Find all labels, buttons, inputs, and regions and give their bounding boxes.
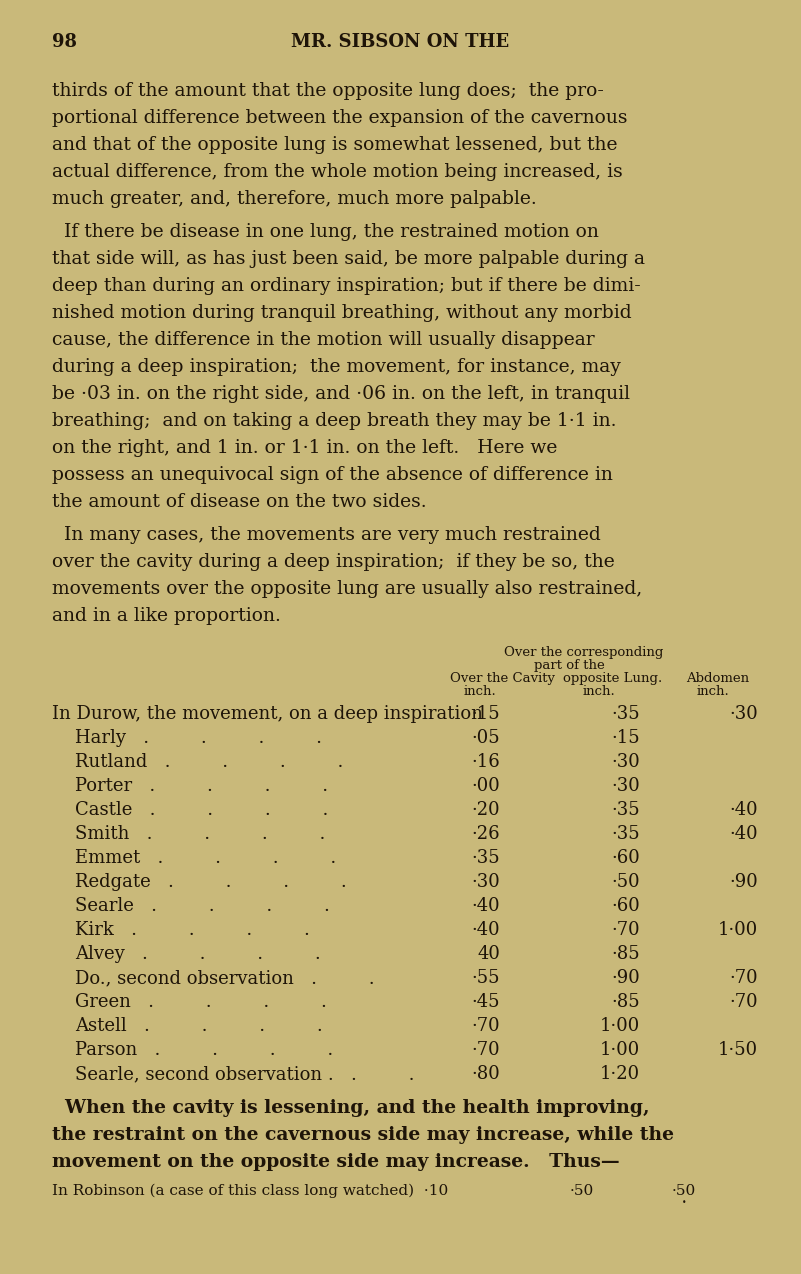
Text: Alvey   .         .         .         .: Alvey . . . . [75,945,320,963]
Text: ·16: ·16 [471,753,500,771]
Text: ·15: ·15 [471,705,500,724]
Text: ·50: ·50 [672,1184,696,1198]
Text: movements over the opposite lung are usually also restrained,: movements over the opposite lung are usu… [52,580,642,598]
Text: MR. SIBSON ON THE: MR. SIBSON ON THE [292,33,509,51]
Text: during a deep inspiration;  the movement, for instance, may: during a deep inspiration; the movement,… [52,358,621,376]
Text: ·15: ·15 [611,729,640,747]
Text: Over the Cavity: Over the Cavity [450,671,555,685]
Text: In many cases, the movements are very much restrained: In many cases, the movements are very mu… [52,526,601,544]
Text: Porter   .         .         .         .: Porter . . . . [75,777,328,795]
Text: ·50: ·50 [611,873,640,891]
Text: ·40: ·40 [730,826,758,843]
Text: ·00: ·00 [471,777,500,795]
Text: portional difference between the expansion of the cavernous: portional difference between the expansi… [52,110,627,127]
Text: 1·00: 1·00 [600,1041,640,1059]
Text: 40: 40 [477,945,500,963]
Text: ·40: ·40 [471,897,500,915]
Text: ·30: ·30 [729,705,758,724]
Text: ·60: ·60 [611,848,640,868]
Text: ·70: ·70 [471,1017,500,1034]
Text: ·30: ·30 [471,873,500,891]
Text: ·35: ·35 [611,801,640,819]
Text: Abdomen: Abdomen [686,671,749,685]
Text: 1·00: 1·00 [600,1017,640,1034]
Text: 1·20: 1·20 [600,1065,640,1083]
Text: Over the corresponding: Over the corresponding [504,646,663,659]
Text: Emmet   .         .         .         .: Emmet . . . . [75,848,336,868]
Text: ·26: ·26 [471,826,500,843]
Text: breathing;  and on taking a deep breath they may be 1·1 in.: breathing; and on taking a deep breath t… [52,412,617,431]
Text: Searle, second observation .   .         .: Searle, second observation . . . [75,1065,414,1083]
Text: actual difference, from the whole motion being increased, is: actual difference, from the whole motion… [52,163,622,181]
Text: Searle   .         .         .         .: Searle . . . . [75,897,330,915]
Text: Parson   .         .         .         .: Parson . . . . [75,1041,333,1059]
Text: the restraint on the cavernous side may increase, while the: the restraint on the cavernous side may … [52,1126,674,1144]
Text: 1·50: 1·50 [718,1041,758,1059]
Text: In Robinson (a case of this class long watched)  ·10: In Robinson (a case of this class long w… [52,1184,449,1199]
Text: possess an unequivocal sign of the absence of difference in: possess an unequivocal sign of the absen… [52,466,613,484]
Text: part of the: part of the [534,659,605,671]
Text: ·30: ·30 [611,753,640,771]
Text: much greater, and, therefore, much more palpable.: much greater, and, therefore, much more … [52,190,537,208]
Text: ·35: ·35 [611,826,640,843]
Text: Smith   .         .         .         .: Smith . . . . [75,826,325,843]
Text: ·60: ·60 [611,897,640,915]
Text: Harly   .         .         .         .: Harly . . . . [75,729,322,747]
Text: deep than during an ordinary inspiration; but if there be dimi-: deep than during an ordinary inspiration… [52,276,641,296]
Text: that side will, as has just been said, be more palpable during a: that side will, as has just been said, b… [52,250,645,268]
Text: Astell   .         .         .         .: Astell . . . . [75,1017,323,1034]
Text: movement on the opposite side may increase.   Thus—: movement on the opposite side may increa… [52,1153,620,1171]
Text: opposite Lung.: opposite Lung. [563,671,662,685]
Text: the amount of disease on the two sides.: the amount of disease on the two sides. [52,493,427,511]
Text: ·05: ·05 [471,729,500,747]
Text: Green   .         .         .         .: Green . . . . [75,992,327,1012]
Text: ·70: ·70 [730,970,758,987]
Text: If there be disease in one lung, the restrained motion on: If there be disease in one lung, the res… [52,223,599,241]
Text: ·20: ·20 [471,801,500,819]
Text: ·40: ·40 [730,801,758,819]
Text: 1·00: 1·00 [718,921,758,939]
Text: and that of the opposite lung is somewhat lessened, but the: and that of the opposite lung is somewha… [52,136,618,154]
Text: ·40: ·40 [471,921,500,939]
Text: ·90: ·90 [729,873,758,891]
Text: cause, the difference in the motion will usually disappear: cause, the difference in the motion will… [52,331,594,349]
Text: thirds of the amount that the opposite lung does;  the pro-: thirds of the amount that the opposite l… [52,82,604,99]
Text: ·55: ·55 [472,970,500,987]
Text: be ·03 in. on the right side, and ·06 in. on the left, in tranquil: be ·03 in. on the right side, and ·06 in… [52,385,630,403]
Text: ·50: ·50 [570,1184,594,1198]
Text: ·90: ·90 [611,970,640,987]
Text: 98: 98 [52,33,77,51]
Text: ·70: ·70 [471,1041,500,1059]
Text: ·45: ·45 [472,992,500,1012]
Text: over the cavity during a deep inspiration;  if they be so, the: over the cavity during a deep inspiratio… [52,553,614,571]
Text: on the right, and 1 in. or 1·1 in. on the left.   Here we: on the right, and 1 in. or 1·1 in. on th… [52,440,557,457]
Text: When the cavity is lessening, and the health improving,: When the cavity is lessening, and the he… [52,1099,650,1117]
Text: inch.: inch. [697,685,730,698]
Text: Castle   .         .         .         .: Castle . . . . [75,801,328,819]
Text: ·70: ·70 [611,921,640,939]
Text: ·85: ·85 [611,992,640,1012]
Text: inch.: inch. [464,685,497,698]
Text: nished motion during tranquil breathing, without any morbid: nished motion during tranquil breathing,… [52,304,632,322]
Text: In Durow, the movement, on a deep inspiration: In Durow, the movement, on a deep inspir… [52,705,483,724]
Text: ·30: ·30 [611,777,640,795]
Text: •: • [682,1198,686,1206]
Text: ·80: ·80 [471,1065,500,1083]
Text: and in a like proportion.: and in a like proportion. [52,606,281,626]
Text: ·35: ·35 [611,705,640,724]
Text: ·35: ·35 [471,848,500,868]
Text: Redgate   .         .         .         .: Redgate . . . . [75,873,347,891]
Text: Kirk   .         .         .         .: Kirk . . . . [75,921,310,939]
Text: Rutland   .         .         .         .: Rutland . . . . [75,753,344,771]
Text: Do., second observation   .         .: Do., second observation . . [75,970,375,987]
Text: ·85: ·85 [611,945,640,963]
Text: ·70: ·70 [730,992,758,1012]
Text: inch.: inch. [583,685,616,698]
